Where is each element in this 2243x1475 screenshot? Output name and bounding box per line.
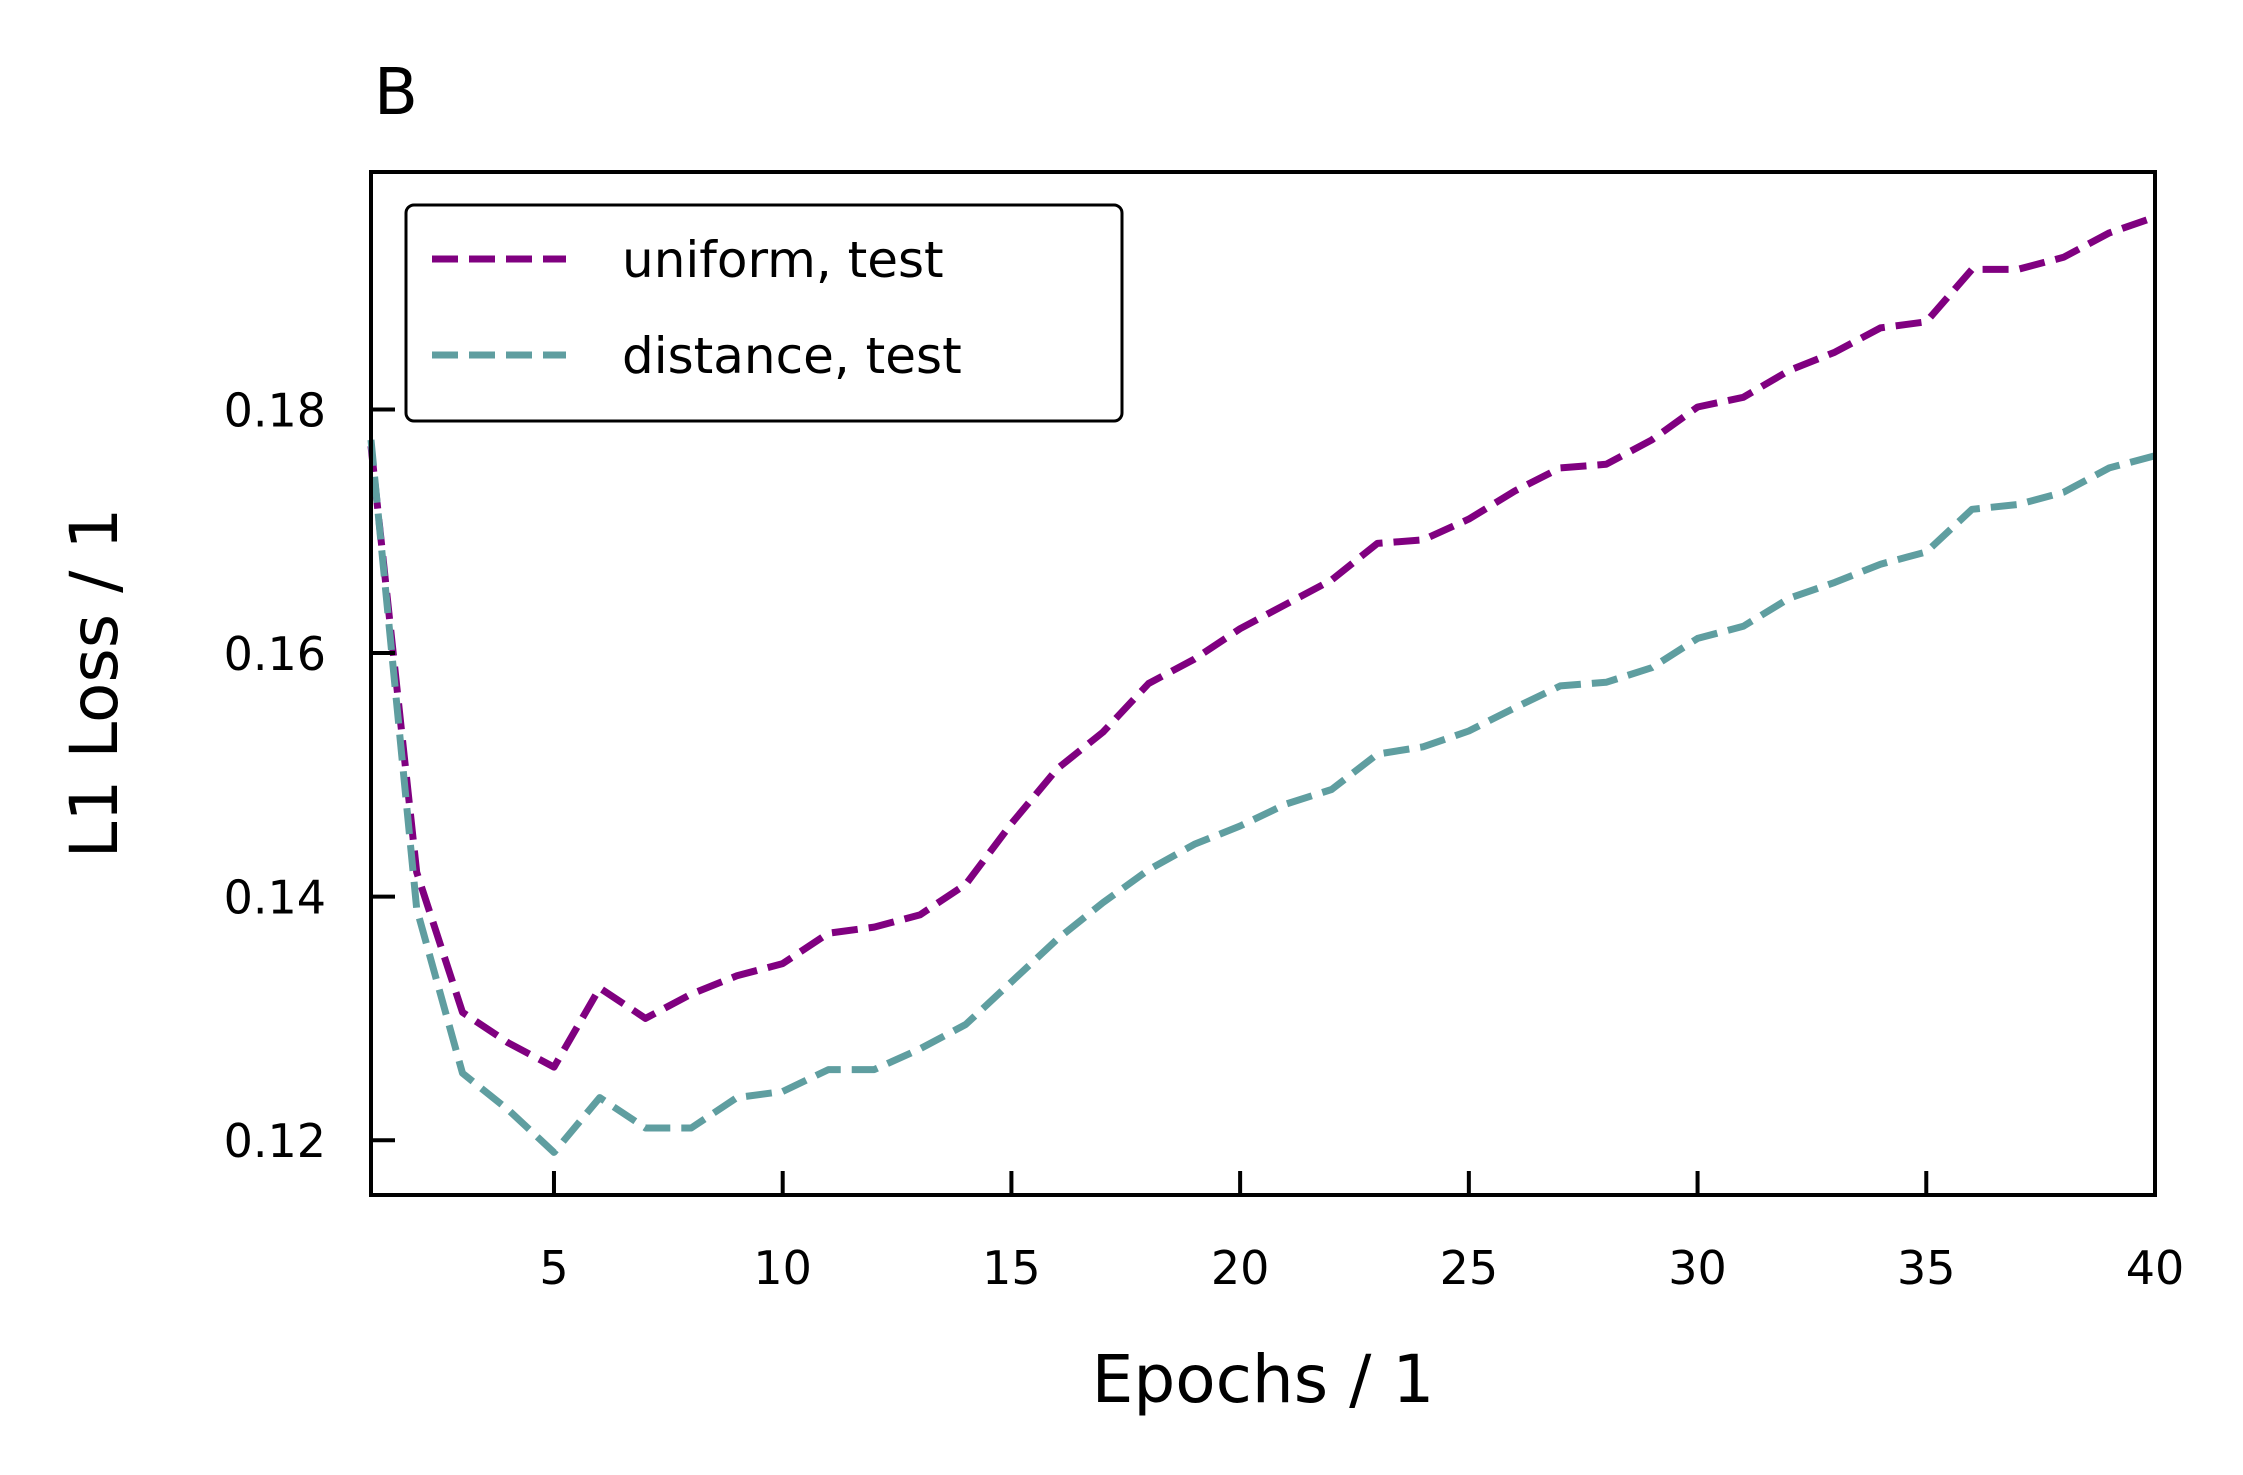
series-line-uniform: [367, 213, 2157, 1071]
legend-label-distance: distance, test: [622, 327, 962, 385]
plot-frame: [369, 170, 2157, 1197]
plot-lines: [367, 213, 2157, 1156]
legend: uniform, test distance, test: [404, 203, 1124, 423]
y-tick-label: 0.16: [224, 627, 326, 681]
x-tick-label: 5: [539, 1241, 568, 1295]
legend-box: [404, 203, 1124, 423]
y-axis-ticks: 0.12 0.14 0.16 0.18: [224, 383, 395, 1168]
x-tick-label: 10: [753, 1241, 812, 1295]
x-tick-label: 15: [982, 1241, 1041, 1295]
x-tick-label: 35: [1897, 1241, 1956, 1295]
x-tick-label: 25: [1440, 1241, 1499, 1295]
x-tick-label: 20: [1211, 1241, 1270, 1295]
x-axis-ticks: 5 10 15 20 25 30 35 40: [539, 1171, 2184, 1295]
x-tick-label: 40: [2126, 1241, 2185, 1295]
series-line-distance: [367, 439, 2156, 1156]
legend-label-uniform: uniform, test: [622, 231, 944, 289]
y-tick-label: 0.12: [224, 1114, 326, 1168]
x-tick-label: 30: [1668, 1241, 1727, 1295]
y-axis-label: L1 Loss / 1: [56, 508, 133, 859]
x-axis-label: Epochs / 1: [1092, 1341, 1435, 1418]
y-tick-label: 0.14: [224, 871, 326, 925]
y-tick-label: 0.18: [224, 383, 326, 437]
panel-label: B: [374, 56, 418, 130]
